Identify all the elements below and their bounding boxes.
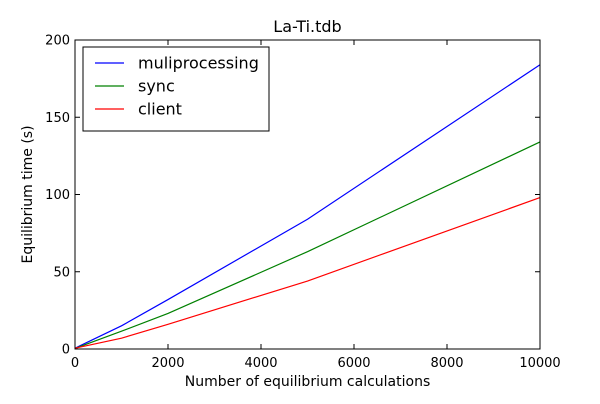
legend-box bbox=[82, 46, 270, 132]
legend-label-muliprocessing: muliprocessing bbox=[138, 54, 259, 73]
x-tick-label: 0 bbox=[71, 356, 79, 371]
x-tick-label: 10000 bbox=[519, 356, 560, 371]
legend: muliprocessing sync client bbox=[82, 46, 270, 132]
x-axis-label: Number of equilibrium calculations bbox=[185, 374, 431, 390]
series-line-muliprocessing bbox=[74, 64, 541, 349]
y-tick-label: 150 bbox=[45, 111, 70, 126]
series-layer bbox=[74, 64, 541, 350]
y-tick-label: 50 bbox=[53, 265, 70, 280]
x-tick-label: 8000 bbox=[430, 356, 463, 371]
x-tick-label: 2000 bbox=[151, 356, 184, 371]
legend-label-client: client bbox=[138, 100, 182, 119]
y-axis-label: Equilibrium time (s) bbox=[20, 125, 36, 263]
chart-title: La-Ti.tdb bbox=[273, 17, 341, 36]
tick-layer: 0 2000 4000 6000 8000 10000 0 50 100 150 200 bbox=[45, 34, 561, 372]
x-tick-label: 6000 bbox=[337, 356, 370, 371]
legend-label-sync: sync bbox=[138, 77, 175, 96]
series-line-client bbox=[74, 197, 541, 349]
x-tick-label: 4000 bbox=[244, 356, 277, 371]
series-line-sync bbox=[74, 141, 541, 350]
y-tick-label: 0 bbox=[62, 343, 70, 358]
y-tick-label: 100 bbox=[45, 188, 70, 203]
legend-items: muliprocessing sync client bbox=[95, 54, 259, 119]
y-tick-label: 200 bbox=[45, 34, 70, 49]
